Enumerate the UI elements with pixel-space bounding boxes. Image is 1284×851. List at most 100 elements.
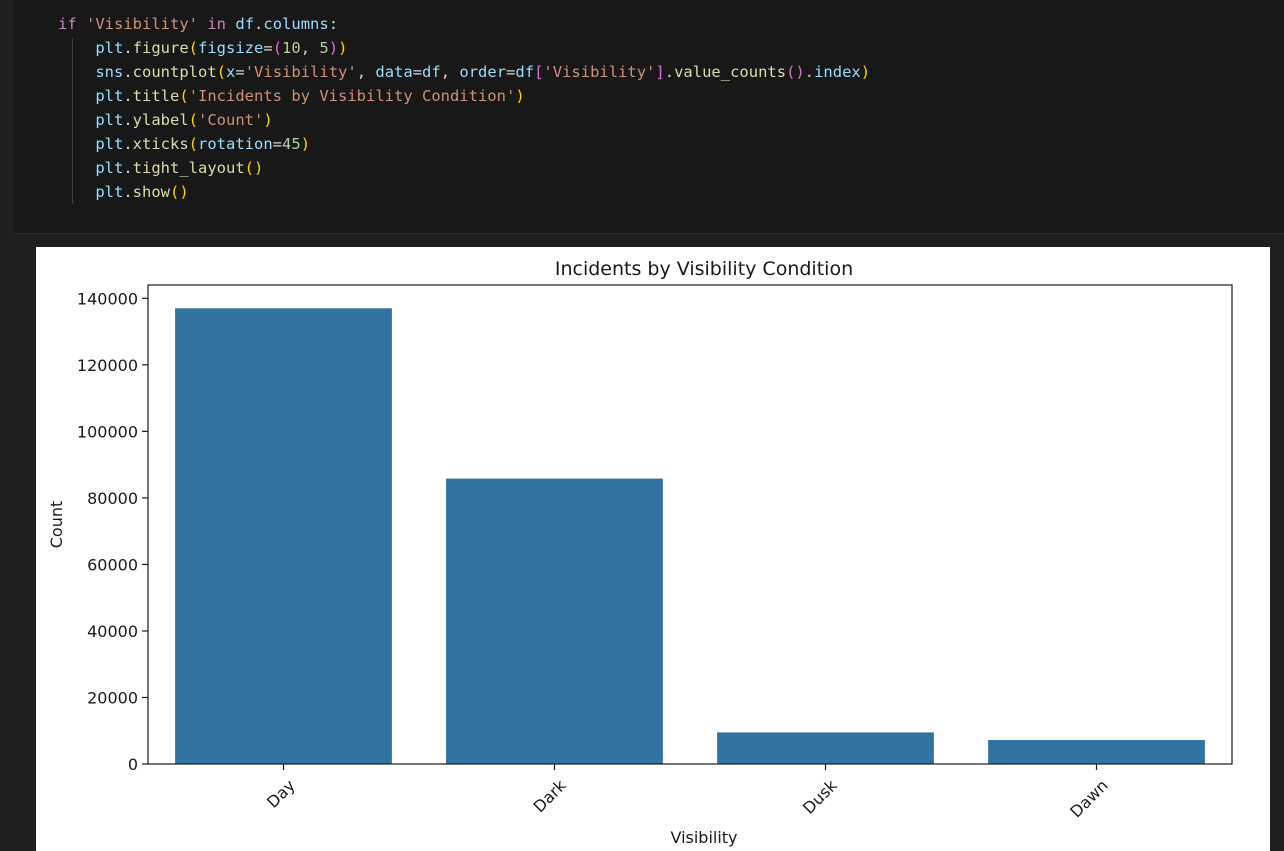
code-token: sns <box>95 63 124 81</box>
x-axis-label: Visibility <box>670 828 737 847</box>
code-token: x <box>226 63 236 81</box>
code-token <box>58 159 95 177</box>
code-token: plt <box>95 183 124 201</box>
code-token: . <box>123 63 133 81</box>
code-cell[interactable]: if 'Visibility' in df.columns: plt.figur… <box>14 0 1284 234</box>
code-line[interactable]: plt.xticks(rotation=45) <box>58 132 870 156</box>
code-line[interactable]: plt.ylabel('Count') <box>58 108 870 132</box>
cell-output: Incidents by Visibility Condition Count … <box>36 247 1270 851</box>
y-tick-label: 100000 <box>77 422 138 441</box>
code-token: title <box>132 87 180 105</box>
code-token: xticks <box>132 135 189 153</box>
code-token: ( <box>170 183 180 201</box>
code-token: ) <box>300 135 311 153</box>
code-token <box>226 15 235 33</box>
code-token: , <box>356 63 376 81</box>
x-tick-label: Day <box>263 776 299 812</box>
code-token: order <box>459 63 507 81</box>
code-token: df <box>422 63 441 81</box>
code-token: if <box>58 15 77 33</box>
code-token: show <box>132 183 170 201</box>
indent-guide <box>72 38 73 204</box>
code-token: = <box>506 63 516 81</box>
code-token: . <box>664 63 675 81</box>
code-token: ) <box>179 183 189 201</box>
code-token: . <box>123 39 133 57</box>
code-token: [ <box>534 63 544 81</box>
code-token: ylabel <box>132 111 189 129</box>
code-token: ) <box>795 63 805 81</box>
y-axis-label: Count <box>47 501 66 549</box>
code-line[interactable]: sns.countplot(x='Visibility', data=df, o… <box>58 60 870 84</box>
code-token: rotation <box>198 135 273 153</box>
y-tick-label: 120000 <box>77 356 138 375</box>
code-token: ) <box>254 159 264 177</box>
code-token: ( <box>244 159 254 177</box>
code-token <box>198 15 207 33</box>
code-token: = <box>272 135 283 153</box>
code-token: tight_layout <box>132 159 245 177</box>
code-token: figsize <box>198 39 264 57</box>
code-token: . <box>123 87 133 105</box>
code-token: plt <box>95 111 124 129</box>
axes-frame <box>147 284 1233 765</box>
code-token: columns <box>263 15 329 33</box>
code-token: . <box>123 183 133 201</box>
code-token: df <box>515 63 535 81</box>
code-line[interactable]: plt.title('Incidents by Visibility Condi… <box>58 84 870 108</box>
x-tick-label: Dawn <box>1066 776 1112 822</box>
bar-dawn <box>988 740 1205 764</box>
code-token: ) <box>328 39 339 57</box>
code-token: ( <box>188 111 199 129</box>
code-token: plt <box>95 135 124 153</box>
code-token: ( <box>786 63 796 81</box>
y-tick-label: 140000 <box>77 289 138 308</box>
code-token <box>58 183 95 201</box>
code-token: : <box>328 15 339 33</box>
y-tick-label: 0 <box>128 755 138 774</box>
chart-title: Incidents by Visibility Condition <box>555 258 853 280</box>
code-token: data <box>375 63 413 81</box>
code-token <box>58 63 95 81</box>
code-token: . <box>254 15 264 33</box>
code-token: ) <box>515 87 525 105</box>
code-token: ( <box>272 39 283 57</box>
code-token: 'Visibility' <box>244 63 357 81</box>
code-token: value_counts <box>674 63 787 81</box>
code-line[interactable]: plt.show() <box>58 180 870 204</box>
code-token: , <box>440 63 460 81</box>
code-token: . <box>123 135 133 153</box>
code-token: 'Visibility' <box>86 15 198 33</box>
y-tick-label: 60000 <box>87 555 138 574</box>
code-token: index <box>814 63 861 81</box>
code-token: , <box>300 39 320 57</box>
code-token: 'Visibility' <box>543 63 656 81</box>
code-token: 45 <box>282 135 301 153</box>
code-token: ( <box>179 87 189 105</box>
code-token: . <box>804 63 815 81</box>
code-editor[interactable]: if 'Visibility' in df.columns: plt.figur… <box>58 12 870 204</box>
code-token: = <box>263 39 273 57</box>
x-tick-label: Dusk <box>799 775 841 817</box>
code-token: plt <box>95 159 124 177</box>
code-token: . <box>123 159 133 177</box>
code-token: ( <box>188 135 199 153</box>
code-token: = <box>412 63 423 81</box>
code-line[interactable]: if 'Visibility' in df.columns: <box>58 12 870 36</box>
code-token <box>58 111 95 129</box>
bar-dusk <box>717 732 934 764</box>
code-token <box>58 87 95 105</box>
code-token: 5 <box>319 39 329 57</box>
code-token: ) <box>860 63 871 81</box>
code-line[interactable]: plt.tight_layout() <box>58 156 870 180</box>
code-line[interactable]: plt.figure(figsize=(10, 5)) <box>58 36 870 60</box>
code-token: ) <box>263 111 273 129</box>
code-token: = <box>235 63 245 81</box>
bar-chart: Incidents by Visibility Condition Count … <box>47 258 1233 847</box>
code-token: 10 <box>282 39 301 57</box>
bar-day <box>175 308 392 764</box>
y-tick-label: 20000 <box>87 688 138 707</box>
y-tick-label: 80000 <box>87 489 138 508</box>
code-token: plt <box>95 87 124 105</box>
code-token <box>77 15 86 33</box>
